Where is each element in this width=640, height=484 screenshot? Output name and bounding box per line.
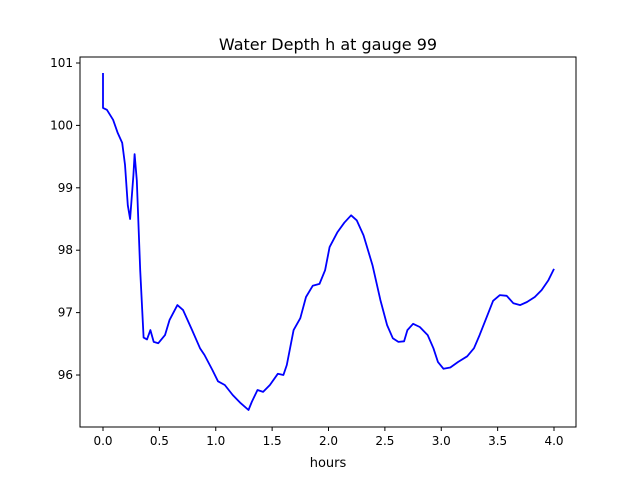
x-tick-label: 1.5	[263, 434, 282, 448]
y-tick-label: 98	[58, 243, 73, 257]
x-tick-label: 0.0	[93, 434, 112, 448]
x-axis-label: hours	[310, 456, 347, 471]
x-tick-label: 2.0	[319, 434, 338, 448]
y-tick-label: 97	[58, 306, 73, 320]
chart-title: Water Depth h at gauge 99	[219, 35, 437, 54]
x-tick-label: 0.5	[150, 434, 169, 448]
plot-area: 0.0 0.5 1.0 1.5 2.0 2.5 3.0 3.5 4.0 96 97 98 99 100 10…	[50, 56, 577, 448]
x-tick-label: 3.5	[488, 434, 507, 448]
series-line-h	[102, 73, 555, 411]
x-tick-label: 2.5	[375, 434, 394, 448]
y-tick-label: 100	[50, 118, 73, 132]
y-tick-label: 101	[50, 56, 73, 70]
y-tick-label: 96	[58, 368, 73, 382]
x-tick-label: 1.0	[206, 434, 225, 448]
x-tick-label: 3.0	[432, 434, 451, 448]
axes-frame	[79, 56, 577, 428]
x-tick-label: 4.0	[544, 434, 563, 448]
y-tick-label: 99	[58, 181, 73, 195]
